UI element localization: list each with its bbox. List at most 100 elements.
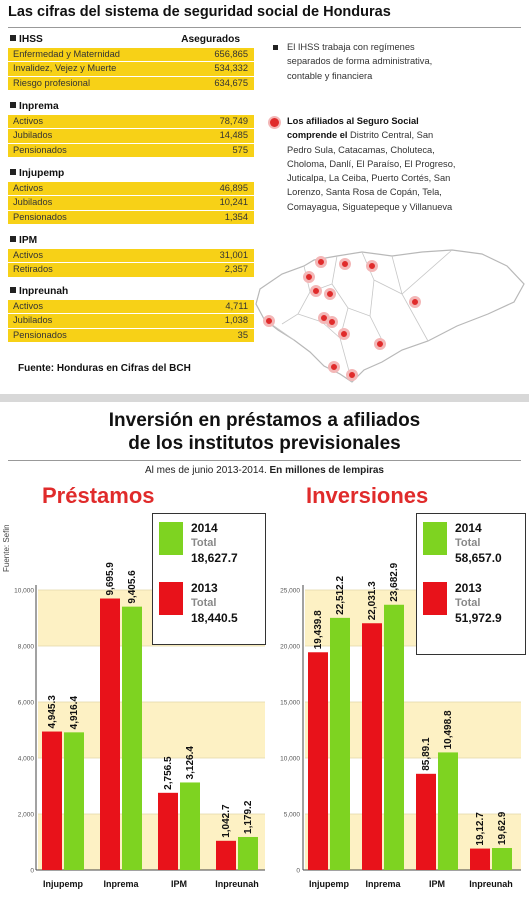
inversiones-y-tick-label: 15,000 xyxy=(280,700,300,707)
inversiones-bar-2013 xyxy=(308,652,328,870)
prestamos-chart-title: Préstamos xyxy=(42,483,155,508)
ihss-note: El IHSS trabaja con regímenes separados d… xyxy=(270,40,525,83)
affiliates-note: Los afiliados al Seguro Social comprende … xyxy=(270,114,525,214)
table-row: Pensionados 1,354 xyxy=(8,210,254,225)
note-line: Comayagua, Siguatepeque y Villanueva xyxy=(287,200,525,214)
inversiones-category-label: Injupemp xyxy=(309,879,350,889)
note-line: Lorenzo, Santa Rosa de Copán, Tela, xyxy=(287,185,525,199)
square-bullet-icon xyxy=(273,45,278,50)
prestamos-bar-2013 xyxy=(158,792,178,870)
prestamos-bar-2014 xyxy=(64,732,84,870)
row-label: Jubilados xyxy=(13,130,53,141)
table-row: Activos 78,749 xyxy=(8,114,254,129)
inversiones-data-label: 85,89.1 xyxy=(421,737,432,771)
note-line: Pedro Sula, Catacamas, Choluteca, xyxy=(287,143,525,157)
legend-prestamos: 2014 Total 18,627.7 2013 Total 18,440.5 xyxy=(152,513,266,645)
inversiones-data-label: 22,512.2 xyxy=(335,575,346,614)
prestamos-data-label: 1,179.2 xyxy=(243,800,254,834)
row-label: Retirados xyxy=(13,264,53,275)
table-header: Inpreunah xyxy=(8,285,254,299)
prestamos-data-label: 1,042.7 xyxy=(221,804,232,838)
prestamos-y-tick-label: 10,000 xyxy=(14,588,34,595)
prestamos-data-label: 9,405.6 xyxy=(127,570,138,604)
inversiones-category-label: Inpreunah xyxy=(469,879,513,889)
note-line-text: Choloma, Danlí, El Paraíso, El Progreso, xyxy=(287,158,456,169)
prestamos-data-label: 3,126.4 xyxy=(185,746,196,780)
row-value: 2,357 xyxy=(224,264,248,275)
table-name-text: Inprema xyxy=(19,101,59,112)
legend-swatch-2014 xyxy=(159,522,183,555)
legend-total-value: 58,657.0 xyxy=(455,551,502,565)
table-source: Fuente: Honduras en Cifras del BCH xyxy=(18,363,191,374)
legend-total-label: Total xyxy=(191,597,217,609)
table-name: Inpreunah xyxy=(10,286,68,297)
inversiones-data-label: 19,439.8 xyxy=(313,610,324,649)
table-inpreunah: Inpreunah Activos 4,711 Jubilados 1,038 Pensi… xyxy=(8,285,254,343)
row-value: 1,354 xyxy=(224,211,248,222)
top-title: Las cifras del sistema de seguridad soci… xyxy=(8,4,391,20)
table-name-text: IHSS xyxy=(19,34,43,45)
table-header-value: Asegurados xyxy=(181,34,240,45)
table-header: Inprema xyxy=(8,100,254,114)
square-bullet-icon xyxy=(10,169,16,175)
row-label: Activos xyxy=(13,249,43,260)
row-value: 1,038 xyxy=(224,315,248,326)
table-header: IPM xyxy=(8,234,254,248)
square-bullet-icon xyxy=(10,102,16,108)
row-label: Activos xyxy=(13,115,43,126)
table-name-text: Injupemp xyxy=(19,168,65,179)
row-value: 46,895 xyxy=(219,182,248,193)
chart-subtitle-bold: En millones de lempiras xyxy=(269,465,384,476)
prestamos-category-label: Inprema xyxy=(103,879,139,889)
row-label: Pensionados xyxy=(13,329,67,340)
inversiones-data-label: 19,12.7 xyxy=(475,812,486,846)
row-label: Activos xyxy=(13,182,43,193)
note-line-text: Distrito Central, San xyxy=(347,130,434,141)
legend-year: 2013 xyxy=(455,581,482,595)
row-value: 4,711 xyxy=(225,300,248,311)
table-ihss: IHSS Asegurados Enfermedad y Maternidad 656… xyxy=(8,33,254,91)
legend-total-label: Total xyxy=(455,537,481,549)
prestamos-category-label: Injupemp xyxy=(43,879,84,889)
prestamos-bar-2013 xyxy=(42,731,62,870)
note-line-text: Lorenzo, Santa Rosa de Copán, Tela, xyxy=(287,187,442,198)
inversiones-data-label: 10,498.8 xyxy=(443,710,454,749)
legend-swatch-2013 xyxy=(423,582,447,615)
prestamos-data-label: 2,756.5 xyxy=(163,756,174,790)
table-row: Activos 46,895 xyxy=(8,181,254,196)
inversiones-bar-2014 xyxy=(438,752,458,870)
table-name: Inprema xyxy=(10,101,59,112)
square-bullet-icon xyxy=(10,35,16,41)
note-line: Los afiliados al Seguro Social xyxy=(287,114,525,128)
table-header: IHSS Asegurados xyxy=(8,33,254,47)
note-line-bold: comprende el xyxy=(287,130,348,141)
prestamos-bar-2013 xyxy=(100,598,120,870)
table-name: Injupemp xyxy=(10,168,64,179)
prestamos-grid-band xyxy=(38,646,265,702)
prestamos-bar-2014 xyxy=(238,836,258,870)
inversiones-bar-2013 xyxy=(362,623,382,870)
note-line: Choloma, Danlí, El Paraíso, El Progreso, xyxy=(287,157,525,171)
inversiones-y-tick-label: 5,000 xyxy=(284,812,301,819)
table-name-text: Inpreunah xyxy=(19,286,69,297)
row-value: 634,675 xyxy=(214,77,248,88)
row-label: Riesgo profesional xyxy=(13,77,91,88)
table-row: Invalidez, Vejez y Muerte 534,332 xyxy=(8,62,254,76)
row-label: Enfermedad y Maternidad xyxy=(13,48,120,59)
table-row: Riesgo profesional 634,675 xyxy=(8,76,254,91)
row-value: 575 xyxy=(232,144,248,155)
inversiones-data-label: 22,031.3 xyxy=(367,581,378,620)
table-row: Jubilados 1,038 xyxy=(8,314,254,328)
table-row: Jubilados 14,485 xyxy=(8,129,254,143)
note-line: contable y financiera xyxy=(287,70,373,81)
legend-total-value: 18,627.7 xyxy=(191,551,238,565)
note-line-text: Pedro Sula, Catacamas, Choluteca, xyxy=(287,144,435,155)
note-line-text: Juticalpa, La Ceiba, Puerto Cortés, San xyxy=(287,173,451,184)
legend-year: 2014 xyxy=(191,521,218,535)
prestamos-bar-2014 xyxy=(122,606,142,870)
row-value: 14,485 xyxy=(219,130,248,141)
ihss-note-text: El IHSS trabaja con regímenes separados d… xyxy=(287,40,525,83)
table-header: Injupemp xyxy=(8,167,254,181)
inversiones-data-label: 19,62.9 xyxy=(497,811,508,845)
square-bullet-icon xyxy=(10,236,16,242)
